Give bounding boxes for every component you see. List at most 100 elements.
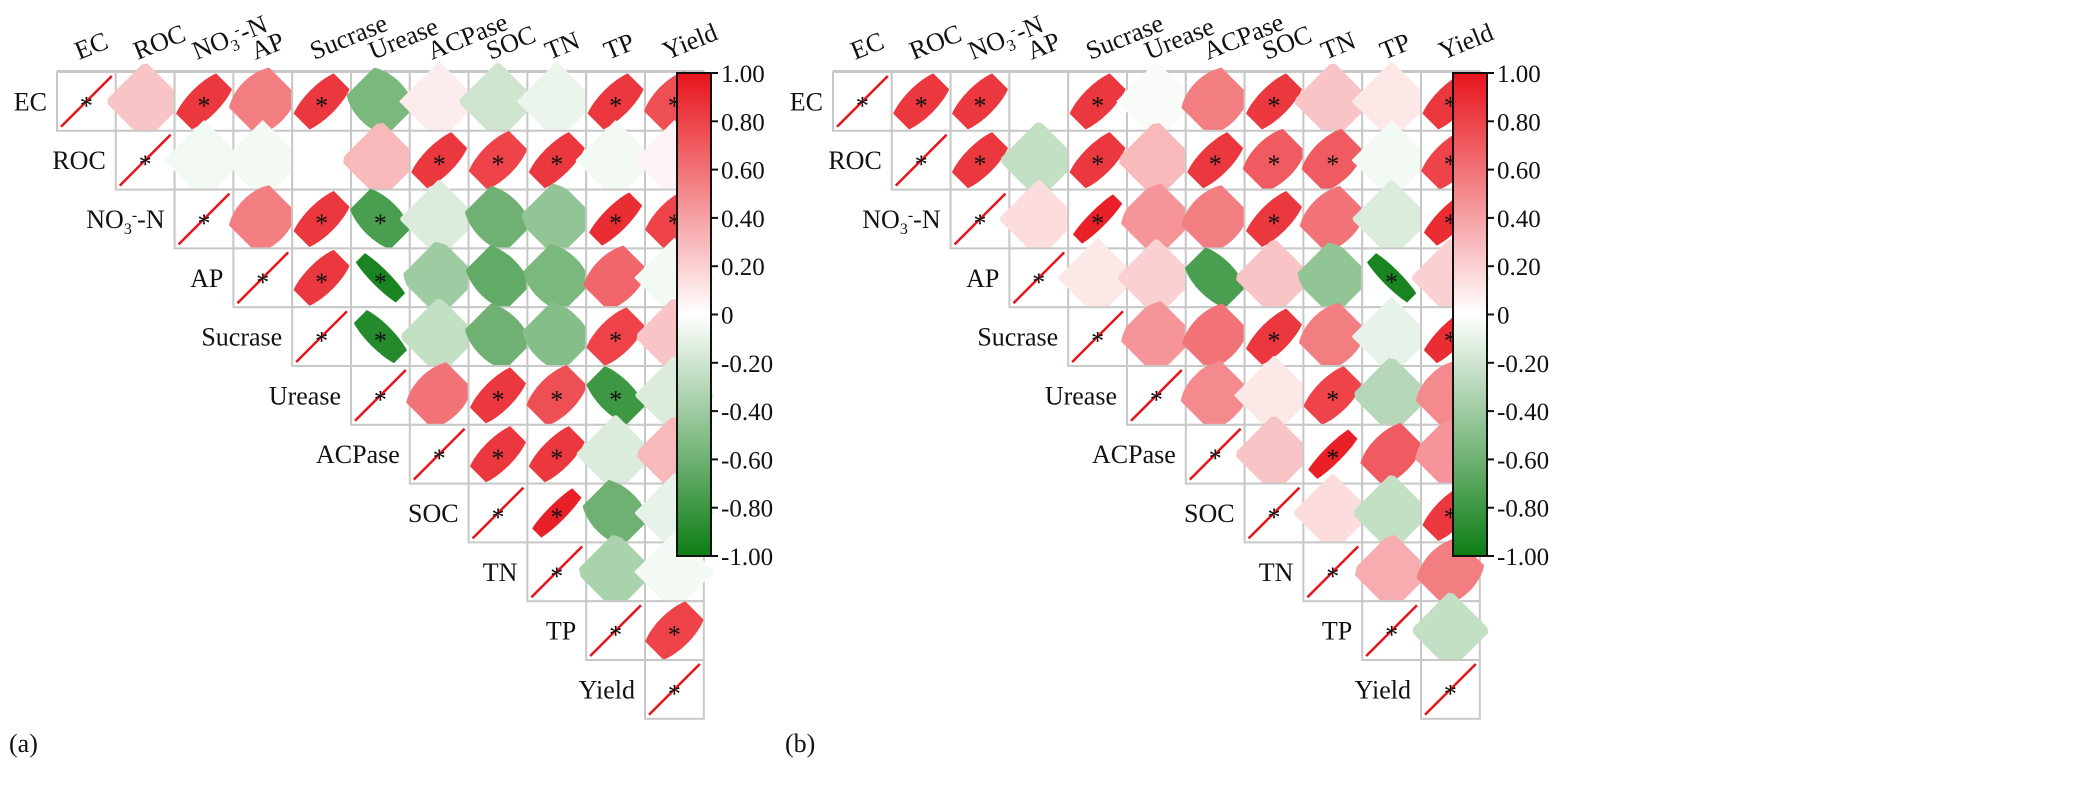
column-label-TP: TP bbox=[600, 27, 639, 65]
correlation-ellipse bbox=[290, 247, 353, 309]
cell-ROC-ROC: * bbox=[890, 129, 952, 191]
cell-EC-AP bbox=[1008, 71, 1070, 132]
cell-TN-TN: * bbox=[1302, 541, 1364, 603]
row-label-Sucrase: Sucrase bbox=[977, 323, 1058, 352]
colorbar-tick-label: 0.60 bbox=[1497, 158, 1541, 185]
row-label-TP: TP bbox=[546, 617, 576, 646]
cell-ACPase-SOC bbox=[1236, 416, 1312, 493]
correlation-ellipse bbox=[464, 244, 532, 312]
significance-mark: * bbox=[1385, 268, 1398, 297]
significance-mark: * bbox=[1091, 209, 1104, 238]
significance-mark: * bbox=[374, 209, 387, 238]
correlation-ellipse bbox=[401, 298, 478, 375]
diagonal-line bbox=[295, 310, 348, 363]
significance-mark: * bbox=[492, 150, 505, 179]
correlation-ellipse bbox=[890, 70, 952, 133]
cell-Sucrase-Sucrase: * bbox=[1067, 306, 1128, 368]
row-label-SOC: SOC bbox=[408, 499, 459, 528]
correlation-ellipse bbox=[1294, 63, 1371, 140]
colorbar-tick-label: 1.00 bbox=[1497, 61, 1541, 88]
correlation-ellipse bbox=[342, 122, 418, 198]
significance-mark: * bbox=[1091, 327, 1104, 356]
cell-ROC-Urease bbox=[342, 122, 418, 198]
cell-Sucrase-TN bbox=[521, 301, 592, 372]
diagonal-line bbox=[1130, 369, 1183, 422]
cell-Urease-Urease: * bbox=[1126, 365, 1187, 426]
significance-mark: * bbox=[1326, 444, 1339, 473]
cell-EC-Urease bbox=[1116, 61, 1197, 142]
row-label-Yield: Yield bbox=[1355, 675, 1411, 704]
cell-AP-ACPase bbox=[402, 241, 476, 315]
cell-TP-TP: * bbox=[585, 600, 647, 662]
correlation-ellipse bbox=[527, 483, 587, 543]
correlation-ellipse bbox=[1243, 305, 1305, 368]
correlation-ellipse bbox=[1234, 355, 1314, 435]
significance-mark: * bbox=[1150, 385, 1163, 414]
row-label-Urease: Urease bbox=[269, 381, 341, 410]
cell-ROC-NO3-N: * bbox=[949, 129, 1011, 191]
colorbar-tick-label: 0.40 bbox=[721, 206, 765, 233]
cell-Urease-Urease: * bbox=[350, 365, 411, 426]
significance-mark: * bbox=[492, 385, 505, 414]
row-label-AP: AP bbox=[966, 264, 999, 293]
diagonal-line bbox=[1424, 663, 1477, 716]
cell-Urease-TP: * bbox=[584, 363, 648, 427]
significance-mark: * bbox=[1444, 679, 1457, 708]
significance-mark: * bbox=[668, 679, 681, 708]
correlation-ellipse bbox=[1120, 183, 1193, 255]
cell-ROC-TP bbox=[1351, 120, 1432, 201]
row-label-TP: TP bbox=[1322, 617, 1352, 646]
correlation-ellipse bbox=[1068, 189, 1127, 249]
significance-mark: * bbox=[1268, 209, 1281, 238]
column-label-ROC: ROC bbox=[905, 19, 965, 66]
diagonal-line bbox=[530, 545, 584, 599]
correlation-ellipse bbox=[1362, 248, 1421, 308]
correlation-ellipse bbox=[466, 128, 530, 192]
correlation-ellipse bbox=[1117, 239, 1195, 317]
correlation-ellipse bbox=[405, 361, 474, 430]
correlation-ellipse bbox=[1351, 120, 1432, 201]
significance-mark: * bbox=[433, 150, 446, 179]
colorbar-tick-label: -0.40 bbox=[721, 399, 773, 426]
correlation-ellipse bbox=[526, 129, 588, 191]
correlation-ellipse bbox=[1180, 184, 1250, 254]
significance-mark: * bbox=[1091, 150, 1104, 179]
row-label-NO3-N: NO3--N bbox=[862, 205, 941, 238]
cell-Urease-TN: * bbox=[524, 363, 589, 428]
cell-EC-TN bbox=[517, 61, 597, 142]
cell-Sucrase-TP: * bbox=[584, 305, 648, 369]
correlation-ellipse bbox=[1354, 357, 1430, 433]
row-label-Sucrase: Sucrase bbox=[201, 323, 282, 352]
cell-EC-ROC bbox=[107, 63, 184, 140]
correlation-ellipse bbox=[408, 129, 470, 191]
row-label-NO3-N: NO3--N bbox=[86, 205, 165, 238]
correlation-ellipse bbox=[581, 479, 650, 547]
cell-ROC-TN: * bbox=[1300, 127, 1366, 193]
correlation-ellipse bbox=[578, 534, 653, 609]
colorbar-tick-label: 0.80 bbox=[1497, 109, 1541, 136]
correlation-ellipse bbox=[1353, 475, 1430, 551]
diagonal-line bbox=[1247, 486, 1301, 540]
significance-mark: * bbox=[1326, 385, 1339, 414]
cell-ACPase-TP bbox=[1358, 421, 1425, 487]
correlation-ellipse bbox=[107, 63, 184, 140]
row-label-ACPase: ACPase bbox=[316, 440, 400, 469]
significance-mark: * bbox=[198, 209, 211, 238]
significance-mark: * bbox=[315, 209, 328, 238]
correlation-ellipse bbox=[1118, 122, 1194, 198]
correlation-ellipse bbox=[399, 61, 479, 142]
diagonal-line bbox=[236, 251, 290, 305]
colorbar-tick-label: 0.20 bbox=[1497, 254, 1541, 281]
significance-mark: * bbox=[492, 503, 505, 532]
cell-TP-Yield: * bbox=[642, 599, 706, 663]
colorbar-tick-label: 0 bbox=[721, 303, 734, 330]
significance-mark: * bbox=[609, 621, 622, 650]
significance-mark: * bbox=[1209, 444, 1222, 473]
colorbar-tick-label: 0.60 bbox=[721, 158, 765, 185]
colorbar-gradient bbox=[676, 72, 712, 557]
correlation-ellipse bbox=[350, 306, 411, 367]
significance-mark: * bbox=[374, 268, 387, 297]
correlation-ellipse bbox=[576, 415, 655, 494]
cell-AP-Sucrase bbox=[1058, 238, 1138, 318]
cell-AP-SOC bbox=[464, 244, 532, 312]
